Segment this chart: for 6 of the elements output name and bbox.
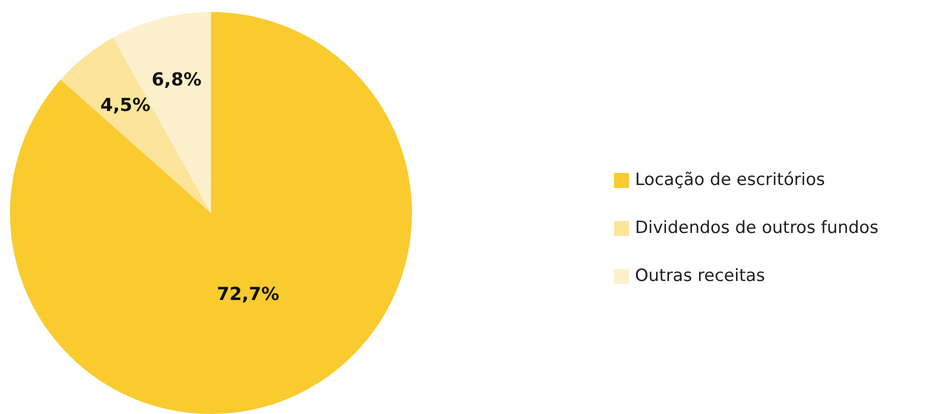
- data-label: 72,7%: [216, 284, 280, 306]
- legend-label: Dividendos de outros fundos: [635, 218, 878, 238]
- data-label: 4,5%: [100, 95, 150, 116]
- legend-label: Outras receitas: [635, 266, 766, 286]
- data-label: 6,8%: [152, 69, 202, 90]
- legend-label: Locação de escritórios: [635, 170, 825, 190]
